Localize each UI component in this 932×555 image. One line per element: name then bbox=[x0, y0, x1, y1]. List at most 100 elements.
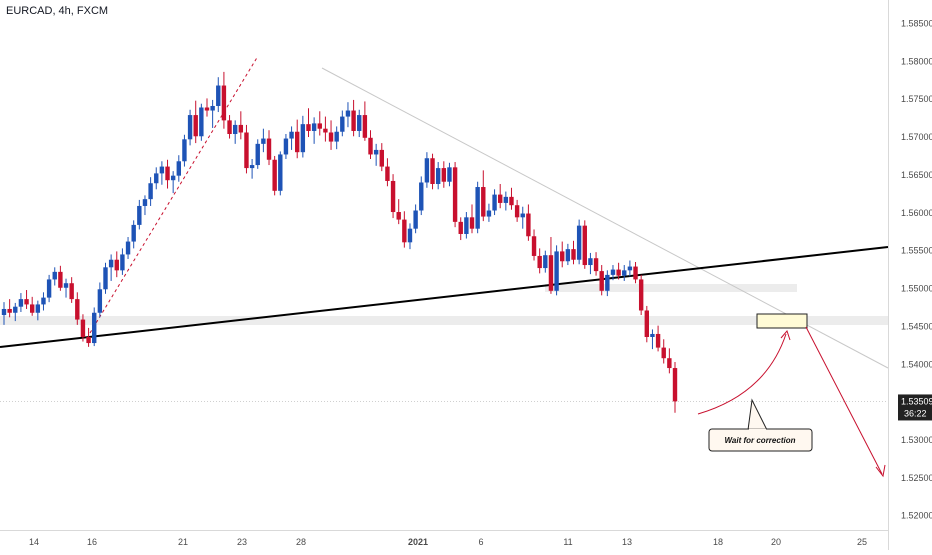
candle-body bbox=[244, 132, 249, 169]
candle bbox=[599, 265, 604, 296]
candle bbox=[475, 181, 480, 234]
candle-body bbox=[187, 115, 193, 140]
candle bbox=[46, 274, 52, 303]
candle bbox=[390, 174, 396, 219]
candle-body bbox=[520, 213, 525, 218]
candle-body bbox=[182, 139, 187, 162]
candle-body bbox=[170, 175, 176, 181]
candle bbox=[238, 111, 244, 140]
y-tick-label: 1.52000 bbox=[901, 511, 932, 521]
candle-body bbox=[357, 115, 362, 131]
candle-body bbox=[644, 310, 650, 337]
candle-layer bbox=[1, 71, 678, 413]
candle bbox=[334, 126, 339, 150]
candle-body bbox=[509, 196, 514, 206]
candle-body bbox=[317, 123, 322, 129]
candle-body bbox=[199, 107, 204, 137]
candle-body bbox=[221, 85, 227, 121]
candle-body bbox=[543, 255, 548, 269]
candle-body bbox=[159, 166, 165, 174]
candle bbox=[650, 329, 655, 350]
candle bbox=[69, 277, 74, 303]
candle-body bbox=[216, 85, 221, 106]
candle bbox=[323, 116, 328, 142]
candle bbox=[458, 217, 463, 241]
candle-body bbox=[548, 255, 554, 291]
candle bbox=[486, 203, 492, 222]
candle bbox=[498, 183, 503, 209]
candle bbox=[667, 348, 672, 374]
uptrend-dashed-line bbox=[89, 55, 259, 334]
callout-text: Wait for correction bbox=[725, 436, 796, 445]
x-tick-label: 18 bbox=[713, 537, 723, 547]
candle bbox=[295, 119, 300, 159]
candle-body bbox=[311, 123, 317, 131]
candle bbox=[108, 254, 114, 281]
candle bbox=[154, 167, 159, 190]
candle-body bbox=[29, 304, 35, 313]
y-tick-label: 1.54500 bbox=[901, 321, 932, 331]
candle bbox=[244, 124, 249, 174]
candle-body bbox=[390, 180, 396, 213]
candle-body bbox=[661, 347, 666, 359]
candle bbox=[633, 262, 638, 284]
candle bbox=[80, 314, 86, 342]
candle bbox=[616, 262, 621, 280]
candle bbox=[289, 126, 294, 150]
ascending-trendline bbox=[0, 246, 889, 348]
candle bbox=[571, 240, 576, 265]
candle bbox=[627, 260, 633, 277]
candle bbox=[610, 265, 616, 281]
candle bbox=[655, 325, 661, 352]
candle-body bbox=[627, 266, 633, 271]
candle-body bbox=[120, 254, 125, 271]
candle bbox=[170, 171, 176, 194]
candle-body bbox=[599, 271, 604, 291]
candle bbox=[593, 252, 599, 276]
candle bbox=[232, 120, 238, 144]
candle-body bbox=[351, 110, 356, 131]
y-tick-label: 1.53000 bbox=[901, 435, 932, 445]
candle bbox=[424, 152, 430, 188]
candle-body bbox=[227, 120, 232, 135]
y-tick-label: 1.55000 bbox=[901, 284, 932, 294]
y-tick-label: 1.56500 bbox=[901, 170, 932, 180]
candle bbox=[362, 101, 368, 141]
candle-body bbox=[464, 217, 469, 234]
candle-body bbox=[148, 183, 153, 200]
y-tick-label: 1.54000 bbox=[901, 359, 932, 369]
candle-body bbox=[272, 159, 277, 191]
candle bbox=[317, 111, 322, 136]
candle bbox=[520, 206, 525, 229]
candle bbox=[29, 296, 35, 316]
candle bbox=[435, 162, 441, 190]
candle bbox=[300, 115, 306, 158]
x-tick-label: 16 bbox=[87, 537, 97, 547]
candle bbox=[193, 100, 198, 144]
candle-body bbox=[588, 258, 593, 266]
candle-body bbox=[582, 225, 587, 266]
candle-body bbox=[238, 124, 244, 133]
candle bbox=[419, 176, 424, 216]
y-tick-label: 1.57000 bbox=[901, 132, 932, 142]
symbol-label: EURCAD, 4h, FXCM bbox=[6, 5, 108, 17]
candle-body bbox=[165, 166, 170, 181]
candle-body bbox=[638, 279, 644, 311]
candle-body bbox=[108, 259, 114, 268]
candle-body bbox=[605, 274, 610, 291]
candle bbox=[469, 204, 475, 234]
candle bbox=[120, 248, 125, 275]
candle-body bbox=[289, 131, 294, 139]
candle-body bbox=[75, 299, 80, 320]
correction-arrow bbox=[697, 333, 787, 415]
candle-body bbox=[345, 110, 351, 117]
candle bbox=[278, 151, 283, 196]
candle bbox=[661, 339, 666, 364]
candle bbox=[261, 128, 266, 153]
resistance-zone-band bbox=[545, 284, 797, 292]
candle-body bbox=[402, 219, 407, 243]
candle bbox=[413, 204, 418, 234]
candle bbox=[672, 361, 678, 413]
candle bbox=[7, 299, 12, 318]
